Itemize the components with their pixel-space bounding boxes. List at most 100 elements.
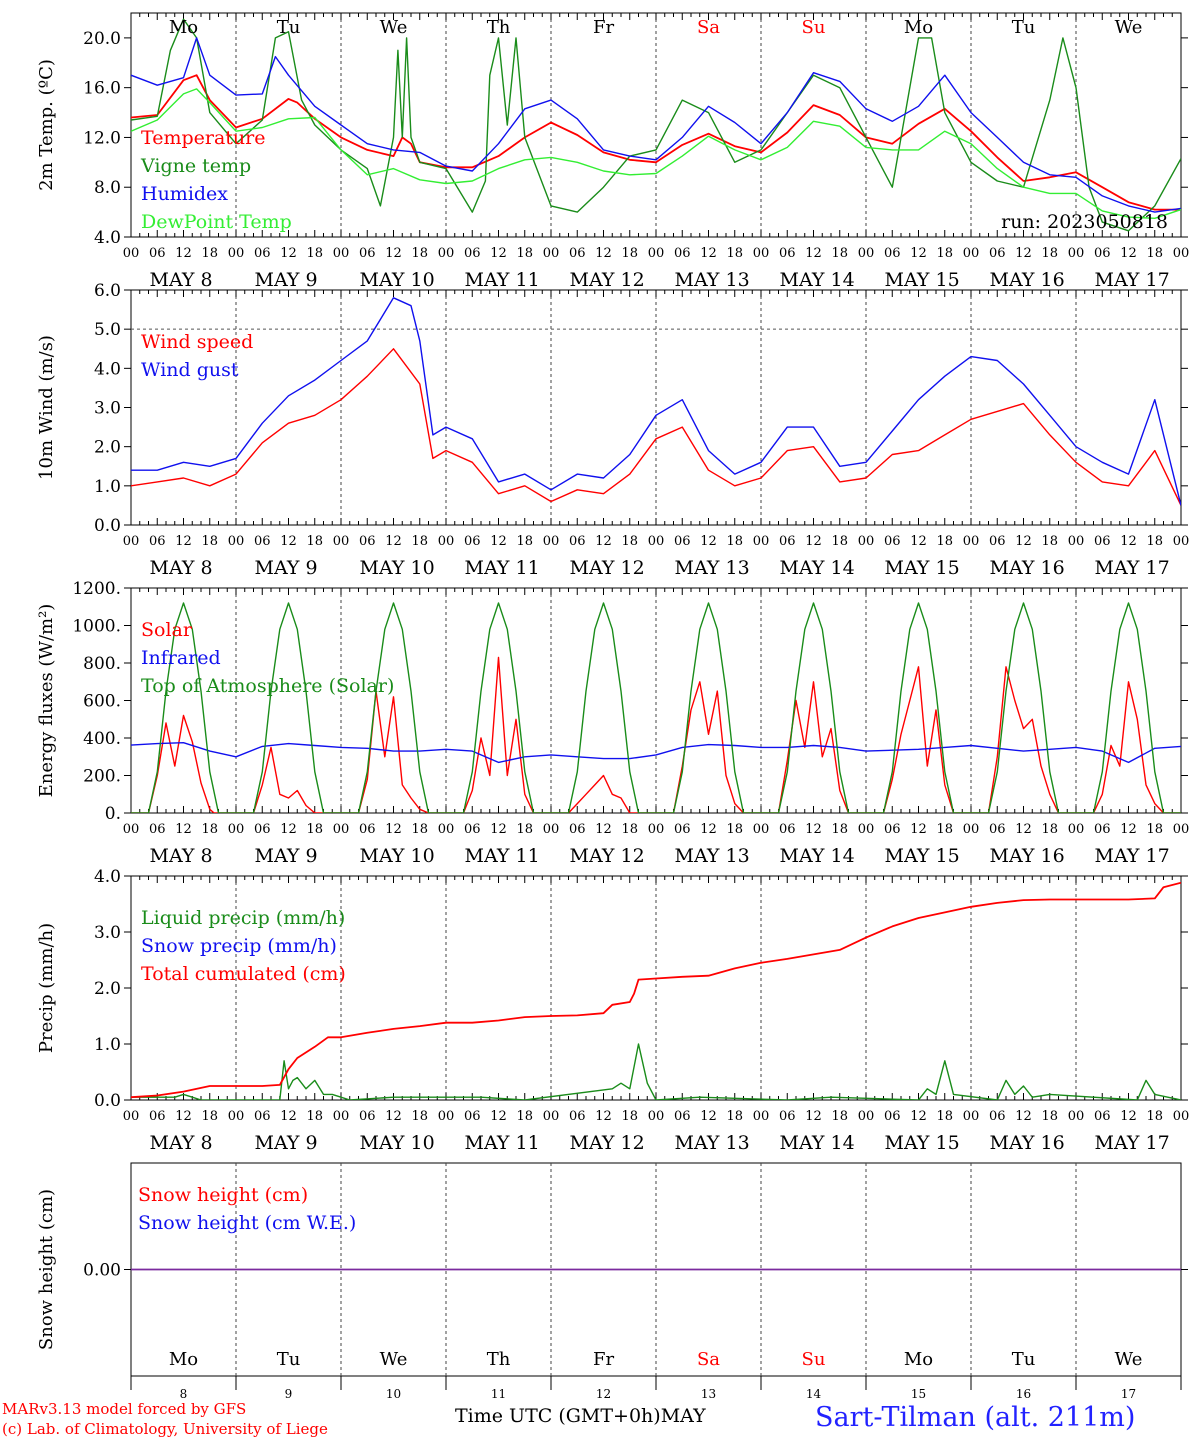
hour-label: 06 <box>884 822 901 837</box>
legend-top-of-atmosphere-solar-: Top of Atmosphere (Solar) <box>141 675 394 697</box>
hour-label: 18 <box>936 246 953 261</box>
y-tick-label: 1.0 <box>94 477 121 497</box>
legend-humidex: Humidex <box>141 183 228 205</box>
series-line-vigne-temp <box>131 18 1181 232</box>
weekday-label: Tu <box>277 17 301 38</box>
energy-frame <box>130 587 1182 814</box>
temp-plot <box>131 18 1181 232</box>
hour-label: 12 <box>910 246 927 261</box>
date-label: MAY 8 <box>150 557 213 579</box>
snow-panel: 0.00 Snow height (cm) Snow height (cm) Snow… <box>36 1162 1188 1401</box>
hour-label: 12 <box>910 534 927 549</box>
y-tick-label: 800. <box>83 654 121 674</box>
hour-label: 12 <box>595 822 612 837</box>
hour-label: 00 <box>858 1109 875 1124</box>
hour-label: 06 <box>1094 1109 1111 1124</box>
hour-label: 06 <box>254 822 271 837</box>
hour-label: 00 <box>228 534 245 549</box>
hour-label: 00 <box>1068 246 1085 261</box>
hour-label: 12 <box>1120 1109 1137 1124</box>
hour-label: 00 <box>1173 1109 1190 1124</box>
legend-dewpoint-temp: DewPoint Temp <box>141 211 292 233</box>
hour-label: 00 <box>543 822 560 837</box>
hour-label: 18 <box>1041 822 1058 837</box>
hour-label: 06 <box>779 246 796 261</box>
date-label: MAY 9 <box>255 269 318 291</box>
legend-vigne-temp: Vigne temp <box>140 155 251 177</box>
weekday-label: Fr <box>593 17 614 38</box>
date-label: MAY 15 <box>885 557 960 579</box>
hour-label: 12 <box>1015 534 1032 549</box>
hour-label: 00 <box>963 246 980 261</box>
hour-label: 06 <box>884 1109 901 1124</box>
hour-label: 12 <box>805 534 822 549</box>
hour-label: 00 <box>333 534 350 549</box>
series-line-total-cumulated-cm- <box>131 881 1181 1099</box>
series-line-temperature <box>131 74 1181 211</box>
y-tick-label: 12.0 <box>83 128 121 148</box>
date-label: MAY 15 <box>885 845 960 867</box>
day-number: 12 <box>596 1387 611 1401</box>
energy-ylabel: Energy fluxes (W/m²) <box>36 604 57 798</box>
time-axis-label: Time UTC (GMT+0h)MAY <box>455 1405 706 1427</box>
legend-total-cumulated-cm-: Total cumulated (cm) <box>141 963 346 985</box>
date-label: MAY 11 <box>465 269 540 291</box>
hour-label: 12 <box>175 1109 192 1124</box>
hour-label: 18 <box>306 1109 323 1124</box>
date-label: MAY 9 <box>255 1132 318 1154</box>
hour-label: 18 <box>516 1109 533 1124</box>
hour-label: 00 <box>648 246 665 261</box>
legend-snow-height-cm-: Snow height (cm) <box>138 1184 308 1206</box>
hour-label: 06 <box>254 534 271 549</box>
month-label: MAY <box>660 1405 706 1427</box>
hour-label: 06 <box>989 1109 1006 1124</box>
hour-label: 18 <box>726 534 743 549</box>
weekday-label: Tu <box>1012 17 1036 38</box>
hour-label: 00 <box>333 246 350 261</box>
date-label: MAY 17 <box>1095 1132 1170 1154</box>
hour-label: 12 <box>1015 246 1032 261</box>
series-line-humidex <box>131 37 1181 213</box>
hour-label: 00 <box>753 822 770 837</box>
y-tick-label: 0.00 <box>83 1261 121 1281</box>
hour-label: 12 <box>700 822 717 837</box>
date-label: MAY 16 <box>990 269 1065 291</box>
hour-label: 18 <box>726 1109 743 1124</box>
date-label: MAY 13 <box>675 269 750 291</box>
day-number: 14 <box>806 1387 822 1401</box>
series-line-wind-gust <box>131 297 1181 506</box>
hour-label: 18 <box>411 822 428 837</box>
station-label: Sart-Tilman (alt. 211m) <box>815 1402 1136 1433</box>
weekday-label: Mo <box>169 17 198 38</box>
copyright-credit: (c) Lab. of Climatology, University of L… <box>2 1420 328 1438</box>
hour-label: 00 <box>543 534 560 549</box>
date-label: MAY 11 <box>465 557 540 579</box>
day-number: 10 <box>386 1387 401 1401</box>
hour-label: 12 <box>490 822 507 837</box>
hour-label: 12 <box>175 534 192 549</box>
hour-label: 12 <box>385 822 402 837</box>
hour-label: 00 <box>963 534 980 549</box>
hour-label: 12 <box>595 246 612 261</box>
hour-label: 00 <box>1173 534 1190 549</box>
hour-label: 00 <box>123 822 140 837</box>
hour-label: 00 <box>1068 822 1085 837</box>
hour-label: 00 <box>753 246 770 261</box>
hour-label: 18 <box>306 534 323 549</box>
date-label: MAY 16 <box>990 845 1065 867</box>
hour-label: 12 <box>805 822 822 837</box>
weekday-label: Sa <box>697 17 720 38</box>
date-label: MAY 17 <box>1095 269 1170 291</box>
hour-label: 12 <box>1120 534 1137 549</box>
hour-label: 12 <box>490 246 507 261</box>
hour-label: 06 <box>674 1109 691 1124</box>
hour-label: 18 <box>1041 1109 1058 1124</box>
hour-label: 00 <box>228 822 245 837</box>
hour-label: 06 <box>464 1109 481 1124</box>
series-line-dewpoint-temp <box>131 88 1181 219</box>
hour-label: 00 <box>648 1109 665 1124</box>
hour-label: 12 <box>175 822 192 837</box>
hour-label: 00 <box>333 822 350 837</box>
hour-label: 00 <box>963 1109 980 1124</box>
